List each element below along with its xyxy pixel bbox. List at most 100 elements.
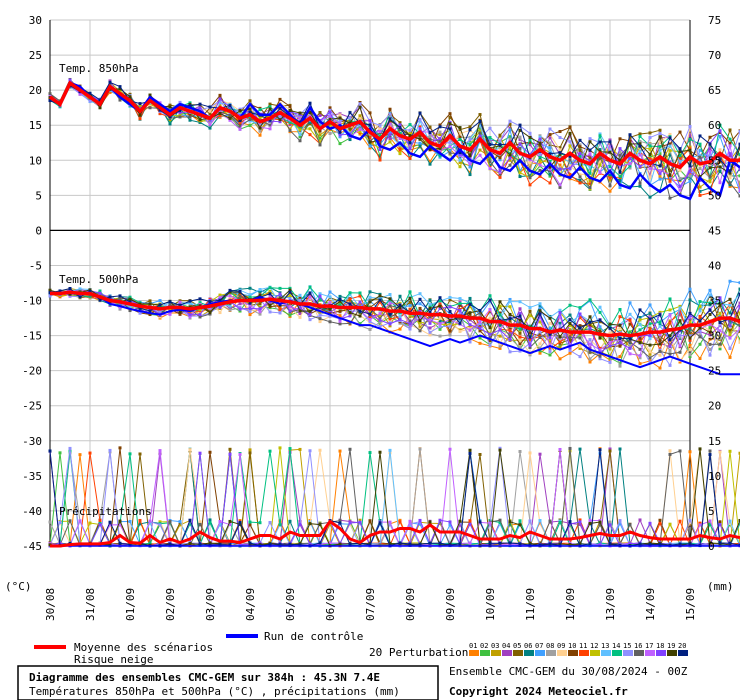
perturbation-point [398, 128, 402, 132]
perturbation-point [138, 518, 142, 522]
perturbation-point [698, 317, 702, 321]
perturbation-point [698, 356, 702, 360]
perturbation-point [668, 313, 672, 317]
perturbation-point [348, 521, 352, 525]
perturbation-point [268, 109, 272, 113]
perturbation-point [448, 122, 452, 126]
perturbation-point [288, 294, 292, 298]
perturbation-point [498, 328, 502, 332]
perturbation-point [338, 308, 342, 312]
perturbation-point [628, 139, 632, 143]
t850-panel-label: Temp. 850hPa [59, 62, 138, 75]
perturbation-point [238, 543, 242, 547]
perturbation-point [298, 315, 302, 319]
perturbation-point [618, 522, 622, 526]
perturbation-point [478, 131, 482, 135]
perturbation-point [438, 319, 442, 323]
perturbation-point [648, 311, 652, 315]
perturbation-point [298, 128, 302, 132]
left-tick-label: -25 [22, 400, 42, 413]
perturbation-point [628, 312, 632, 316]
perturbation-point [538, 159, 542, 163]
perturbation-point [648, 176, 652, 180]
perturbation-point [428, 330, 432, 334]
perturbation-point [578, 145, 582, 149]
perturbation-point [598, 170, 602, 174]
perturbation-point [388, 301, 392, 305]
perturbation-point [668, 363, 672, 367]
perturbation-point [488, 160, 492, 164]
perturbation-point [458, 151, 462, 155]
perturbation-point [378, 314, 382, 318]
perturbation-point [578, 306, 582, 310]
right-tick-label: 25 [708, 365, 721, 378]
perturbation-point [358, 294, 362, 298]
perturbation-point [598, 318, 602, 322]
perturbation-point [288, 104, 292, 108]
perturbation-point [288, 309, 292, 313]
perturbation-point [218, 305, 222, 309]
perturbation-point [198, 542, 202, 546]
perturbation-point [558, 344, 562, 348]
perturbation-point [618, 323, 622, 327]
perturbation-point [138, 113, 142, 117]
perturbation-point [408, 313, 412, 317]
perturbation-point [528, 131, 532, 135]
perturbation-point [438, 130, 442, 134]
perturbation-point [628, 352, 632, 356]
perturbation-point [488, 164, 492, 168]
perturbation-point [588, 338, 592, 342]
perturbation-point [408, 290, 412, 294]
perturbation-point [128, 295, 132, 299]
perturbation-point [588, 360, 592, 364]
perturbation-point [328, 108, 332, 112]
perturbation-point [558, 167, 562, 171]
perturbation-point [98, 291, 102, 295]
right-tick-label: 70 [708, 49, 721, 62]
perturbation-point [558, 346, 562, 350]
perturbation-point [688, 313, 692, 317]
perturbation-point [668, 344, 672, 348]
perturbation-point [98, 289, 102, 293]
perturbation-point [268, 110, 272, 114]
perturbation-point [458, 519, 462, 523]
legend-snow-label: Risque neige [74, 653, 153, 666]
perturbation-point [458, 302, 462, 306]
perturbation-point [148, 313, 152, 317]
perturbation-point [698, 142, 702, 146]
perturbation-point [368, 297, 372, 301]
perturbation-point [388, 324, 392, 328]
perturbation-point [378, 317, 382, 321]
perturbation-point [458, 329, 462, 333]
perturbation-point [438, 301, 442, 305]
perturbation-point [708, 330, 712, 334]
perturbation-point [728, 543, 732, 547]
perturbation-point [538, 313, 542, 317]
perturbation-point [728, 154, 732, 158]
perturbation-point [488, 156, 492, 160]
perturbation-point [158, 108, 162, 112]
perturbation-point [368, 318, 372, 322]
perturbation-point [728, 311, 732, 315]
perturbation-point [48, 92, 52, 96]
perturbation-point [678, 306, 682, 310]
perturbation-legend-swatch [491, 650, 501, 656]
perturbation-point [408, 300, 412, 304]
perturbation-point [448, 310, 452, 314]
perturbation-point [548, 127, 552, 131]
perturbation-point [488, 308, 492, 312]
perturbation-point [478, 336, 482, 340]
perturbation-point [308, 101, 312, 105]
perturbation-point [568, 162, 572, 166]
perturbation-point [578, 156, 582, 160]
perturbation-point [438, 325, 442, 329]
perturbation-point [648, 157, 652, 161]
left-tick-label: 0 [35, 224, 42, 237]
perturbation-point [598, 354, 602, 358]
perturbation-point [428, 303, 432, 307]
perturbation-point [738, 451, 740, 455]
perturbation-point [398, 152, 402, 156]
perturbation-point [228, 541, 232, 545]
perturbation-point [188, 115, 192, 119]
perturbation-point [268, 449, 272, 453]
